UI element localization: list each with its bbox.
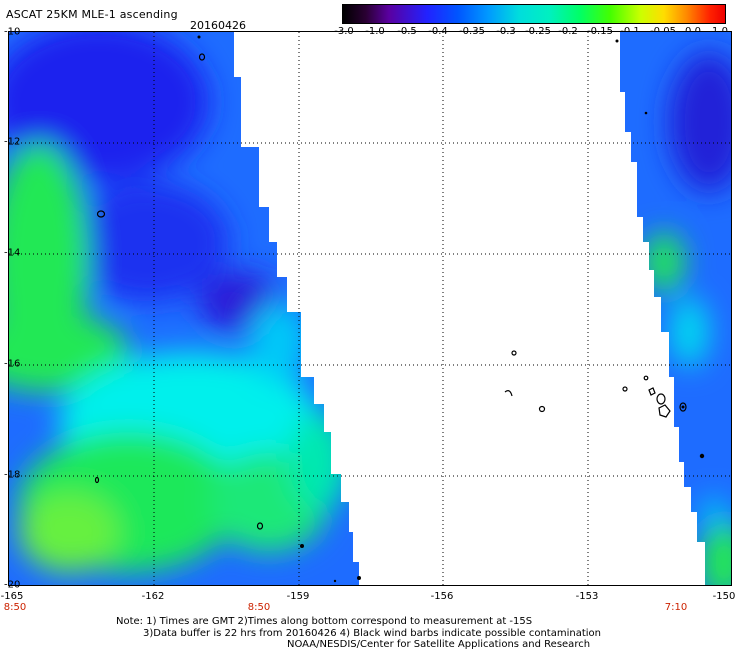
lon-label: -150 xyxy=(712,591,736,602)
lon-label: -156 xyxy=(430,591,454,602)
pass-time-label: 8:50 xyxy=(247,602,271,613)
note-line-3: NOAA/NESDIS/Center for Satellite Applica… xyxy=(287,639,591,650)
note-line-1: Note: 1) Times are GMT 2)Times along bot… xyxy=(116,616,533,627)
pass-time-label: 8:50 xyxy=(3,602,27,613)
lat-label: -16 xyxy=(4,358,21,370)
lon-label: -153 xyxy=(575,591,599,602)
island-dots xyxy=(197,35,705,583)
lon-label: -165 xyxy=(0,591,24,602)
left-swath xyxy=(9,32,359,585)
map-date: 20160426 xyxy=(190,19,246,32)
pass-time-label: 7:10 xyxy=(664,602,688,613)
lat-label: -20 xyxy=(4,579,21,591)
lat-label: -14 xyxy=(4,247,21,259)
lon-label: -162 xyxy=(141,591,165,602)
lat-label: -18 xyxy=(4,469,21,481)
island-outlines xyxy=(94,53,687,530)
note-line-2: 3)Data buffer is 22 hrs from 20160426 4)… xyxy=(143,628,601,639)
map-canvas xyxy=(9,32,731,585)
graticule xyxy=(9,32,731,585)
lat-label: -10 xyxy=(4,26,21,38)
map-title: ASCAT 25KM MLE-1 ascending xyxy=(6,8,178,21)
color-scale-bar xyxy=(342,4,726,24)
map-frame xyxy=(8,31,732,586)
lon-label: -159 xyxy=(286,591,310,602)
right-swath xyxy=(620,32,731,585)
lat-label: -12 xyxy=(4,136,21,148)
